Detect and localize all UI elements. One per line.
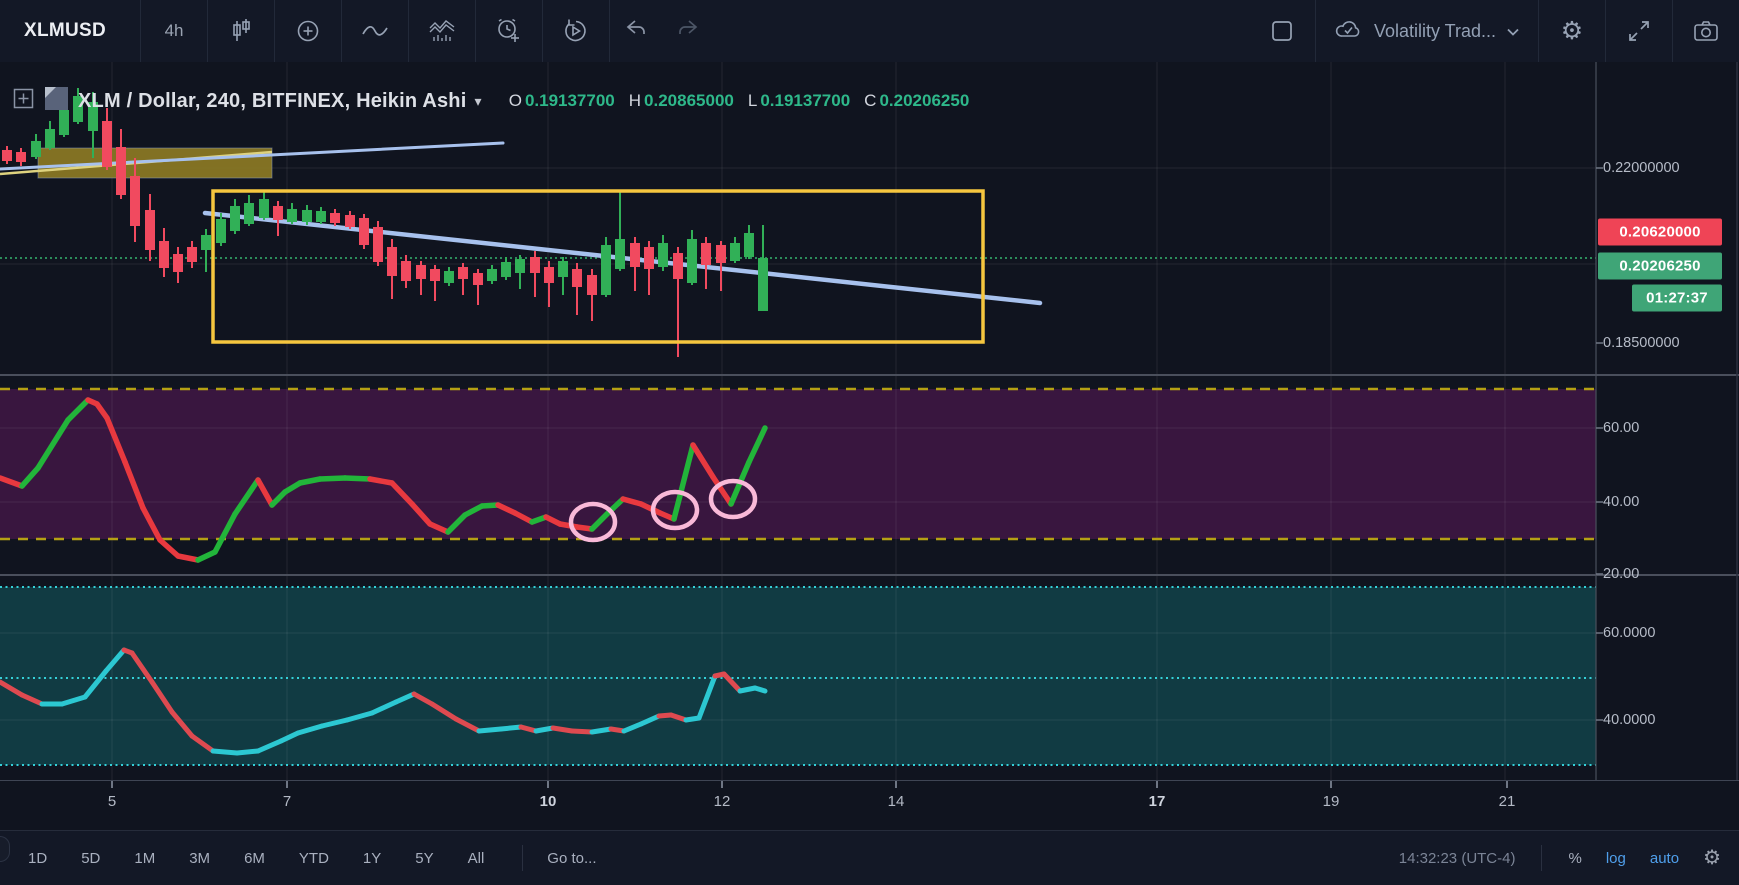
undo-button[interactable] — [610, 0, 662, 62]
range-1y[interactable]: 1Y — [362, 849, 382, 867]
snapshot-button[interactable] — [1672, 0, 1739, 62]
time-tick — [1506, 781, 1508, 788]
ohlc-o: O 0.19137700 — [508, 91, 615, 110]
time-label: 17 — [1148, 793, 1166, 810]
bottom-right-cluster: 14:32:23 (UTC-4) % log auto ⚙ — [1399, 845, 1721, 871]
redo-button[interactable] — [662, 0, 714, 62]
rsi-line — [0, 397, 768, 563]
line-type-icon — [361, 18, 389, 44]
divider — [1541, 845, 1543, 871]
chart-style-button[interactable] — [207, 0, 274, 62]
pink-circle-drawing[interactable] — [708, 478, 758, 520]
chart-settings-button[interactable]: ⚙ — [1538, 0, 1605, 62]
candles-icon — [228, 18, 254, 44]
bottom-toolbar: 1D 5D 1M 3M 6M YTD 1Y 5Y All Go to... 14:32:23 (… — [0, 830, 1739, 885]
mfi-band-fill — [0, 587, 1596, 765]
chart-legend: XLM / Dollar, 240, BITFINEX, Heikin Ashi… — [12, 86, 969, 116]
goto-button[interactable]: Go to... — [547, 849, 597, 867]
line-type-button[interactable] — [341, 0, 408, 62]
time-tick — [111, 781, 113, 788]
undo-redo-group — [609, 0, 714, 62]
gear-icon: ⚙ — [1560, 16, 1584, 45]
compare-plus-icon — [295, 18, 321, 44]
time-label: 5 — [107, 793, 117, 810]
layout-button[interactable] — [1249, 0, 1315, 62]
compare-button[interactable] — [274, 0, 341, 62]
time-axis[interactable]: 5 7 10 12 14 17 19 21 — [0, 780, 1739, 831]
axis-settings-gear-icon[interactable]: ⚙ — [1703, 847, 1721, 869]
indicators-icon — [428, 18, 456, 44]
time-tick — [895, 781, 897, 788]
time-label: 21 — [1498, 793, 1516, 810]
pink-circle-drawing[interactable] — [568, 501, 618, 543]
range-all[interactable]: All — [467, 849, 485, 867]
time-label: 12 — [713, 793, 731, 810]
ohlc-l: L 0.19137700 — [747, 91, 851, 110]
ohlc-c: C 0.20206250 — [864, 91, 970, 110]
redo-icon — [675, 16, 701, 47]
ohlc-h: H 0.20865000 — [628, 91, 734, 110]
candles — [2, 88, 768, 357]
range-5y[interactable]: 5Y — [415, 849, 434, 867]
interval-button[interactable]: 4h — [140, 0, 207, 62]
cloud-sync-icon — [1334, 17, 1364, 46]
percent-scale-button[interactable]: % — [1568, 849, 1582, 867]
top-toolbar: XLMUSD 4h Volatil — [0, 0, 1739, 63]
range-ytd[interactable]: YTD — [298, 849, 329, 867]
template-name: Volatility Trad... — [1373, 20, 1496, 41]
time-tick — [547, 781, 549, 788]
range-buttons: 1D 5D 1M 3M 6M YTD 1Y 5Y All — [18, 844, 508, 873]
range-1m[interactable]: 1M — [134, 849, 156, 867]
pane-add-icon[interactable] — [12, 87, 35, 115]
auto-scale-button[interactable]: auto — [1649, 849, 1680, 867]
range-6m[interactable]: 6M — [244, 849, 265, 867]
replay-icon — [562, 17, 590, 45]
alert-button[interactable] — [475, 0, 542, 62]
pink-circle-drawing[interactable] — [650, 489, 700, 531]
symbol-button[interactable]: XLMUSD — [24, 20, 107, 41]
rsi-band-fill — [0, 389, 1596, 539]
symbol-title[interactable]: XLM / Dollar, 240, BITFINEX, Heikin Ashi… — [78, 90, 482, 113]
replay-button[interactable] — [542, 0, 609, 62]
ohlc-values: O 0.19137700 H 0.20865000 L 0.19137700 C 0.2020… — [509, 91, 970, 111]
indicators-button[interactable] — [408, 0, 475, 62]
clock-label[interactable]: 14:32:23 (UTC-4) — [1398, 849, 1516, 867]
snapshot-icon — [1692, 18, 1720, 44]
time-label: 10 — [539, 793, 557, 810]
chevron-down-icon — [1506, 21, 1520, 42]
time-label: 19 — [1322, 793, 1340, 810]
range-1d[interactable]: 1D — [28, 849, 48, 867]
time-tick — [721, 781, 723, 788]
symbol-title-text: XLM / Dollar, 240, BITFINEX, Heikin Ashi — [78, 89, 467, 112]
log-scale-button[interactable]: log — [1605, 849, 1626, 867]
time-tick — [1156, 781, 1158, 788]
mfi-line — [0, 647, 768, 756]
legend-dropdown-caret: ▾ — [474, 92, 482, 109]
time-tick — [1330, 781, 1332, 788]
time-label: 14 — [887, 793, 905, 810]
exchange-logo-placeholder — [44, 86, 69, 116]
ascending-trendline-drawing[interactable] — [0, 141, 505, 171]
range-3m[interactable]: 3M — [189, 849, 211, 867]
toolbar-right-cluster: Volatility Trad... ⚙ — [1249, 0, 1739, 62]
yellow-rectangle-drawing[interactable] — [211, 189, 985, 344]
khaki-zone-drawing[interactable] — [37, 147, 273, 179]
chart-drawing-surface — [0, 62, 1739, 780]
fullscreen-icon — [1626, 18, 1652, 44]
time-label: 7 — [282, 793, 292, 810]
alert-plus-icon — [495, 17, 523, 45]
time-tick — [286, 781, 288, 788]
range-5d[interactable]: 5D — [81, 849, 101, 867]
fullscreen-button[interactable] — [1605, 0, 1672, 62]
layout-icon — [1269, 18, 1295, 44]
undo-icon — [623, 16, 649, 47]
chart-canvas[interactable]: XLM / Dollar, 240, BITFINEX, Heikin Ashi… — [0, 62, 1739, 780]
divider — [522, 845, 524, 871]
indicator-template-button[interactable]: Volatility Trad... — [1314, 0, 1538, 62]
